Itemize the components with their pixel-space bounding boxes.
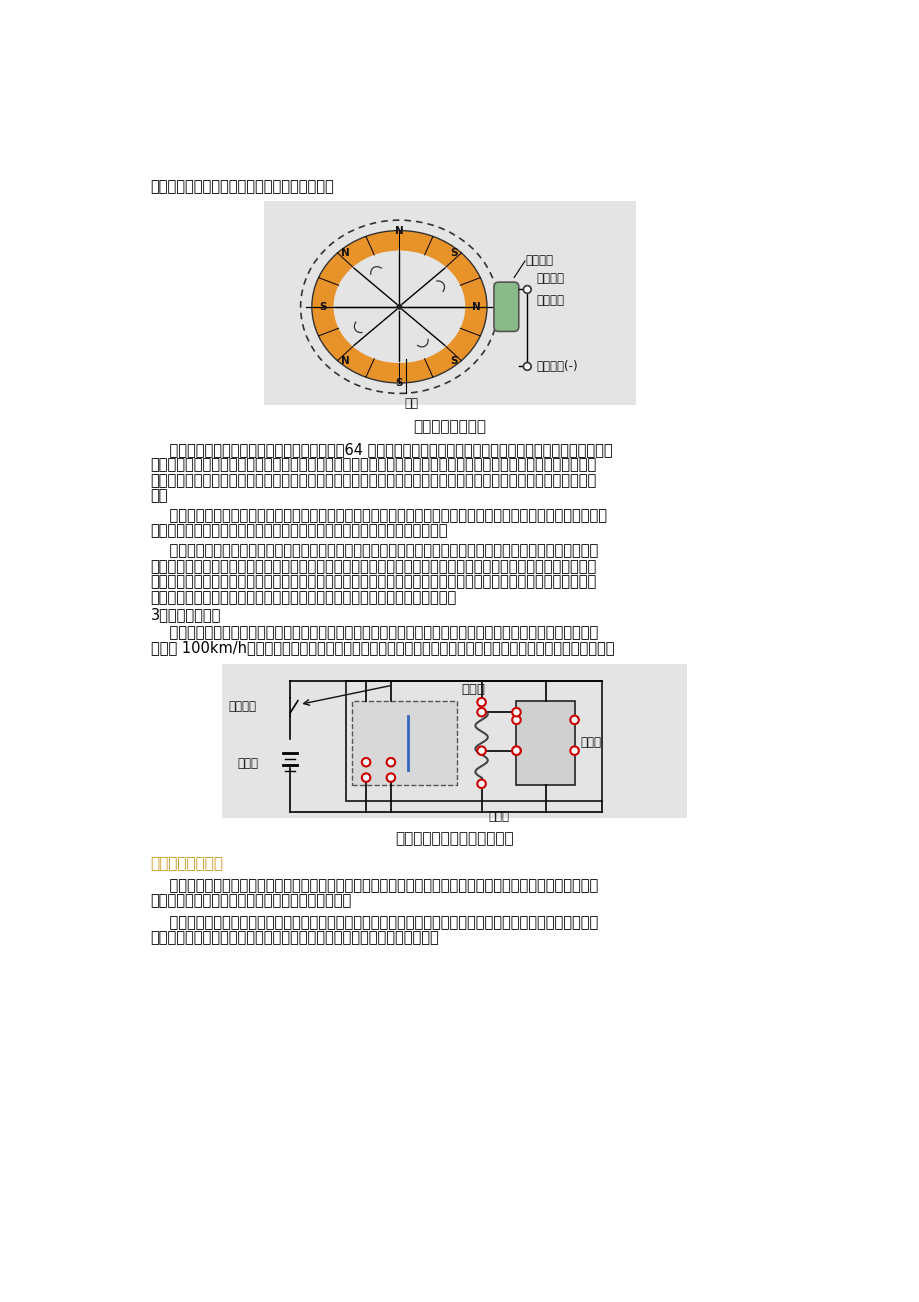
Text: 点火开关: 点火开关	[228, 700, 255, 713]
Text: 发动机转速表有机械式和电子式两种。机械式转速表的结构和工作原理与上述磁感应式车速表基本相同。电子式: 发动机转速表有机械式和电子式两种。机械式转速表的结构和工作原理与上述磁感应式车速…	[151, 915, 597, 930]
Text: 发动机转速表可以直观地指示发动机的转速，是发动机工况信息的指示装置，便于驾驶员选择发动机的最佳速度: 发动机转速表可以直观地指示发动机的转速，是发动机工况信息的指示装置，便于驾驶员选…	[151, 878, 597, 893]
FancyBboxPatch shape	[494, 283, 518, 332]
Text: （例如 100km/h）时车速表内的速度开关接通蜂鸣器的电路，蜂鸣器发出声响提醒驾驶员，车速已超过限定值。: （例如 100km/h）时车速表内的速度开关接通蜂鸣器的电路，蜂鸣器发出声响提醒…	[151, 641, 614, 656]
Circle shape	[361, 773, 370, 783]
Text: 转速表由于结构简单、指示准确、安装方便等优点在现代车辆中应用广泛。: 转速表由于结构简单、指示准确、安装方便等优点在现代车辆中应用广泛。	[151, 930, 439, 945]
Circle shape	[523, 285, 530, 293]
Circle shape	[477, 780, 485, 788]
Text: 还将脉冲信号经分频和功率放大，转变为一定频率的脉冲信号，以驱动里程表步进电机的轴转动，记录汽车的行驶里: 还将脉冲信号经分频和功率放大，转变为一定频率的脉冲信号，以驱动里程表步进电机的轴…	[151, 473, 596, 488]
Circle shape	[523, 362, 530, 370]
Circle shape	[477, 698, 485, 707]
Text: 继电器: 继电器	[488, 810, 509, 823]
Text: S: S	[395, 378, 403, 388]
Text: 程。: 程。	[151, 488, 168, 503]
Bar	[516, 700, 574, 785]
Text: 车速表以一个磁电式电流表作为指示表。汽车以不同的车速运行时，信号处理电路将车速传感器输入的脉冲信号，: 车速表以一个磁电式电流表作为指示表。汽车以不同的车速运行时，信号处理电路将车速传…	[151, 508, 606, 523]
Circle shape	[361, 758, 370, 767]
Bar	[221, 664, 686, 818]
Circle shape	[396, 303, 403, 310]
Text: 转变为与车速成比例的电流信号，使电流表的指针偏转，指示出相应的车速。: 转变为与车速成比例的电流信号，使电流表的指针偏转，指示出相应的车速。	[151, 523, 448, 539]
Text: N: N	[340, 247, 349, 258]
Text: 二、发动机转速表: 二、发动机转速表	[151, 857, 223, 871]
Text: 信号处理电路由单稳态触发电路、恒流电路、64 分频电路、功率放大电路以及电源稳压等电子电路组成。汽车运: 信号处理电路由单稳态触发电路、恒流电路、64 分频电路、功率放大电路以及电源稳压…	[151, 441, 612, 457]
Circle shape	[570, 746, 578, 755]
Bar	[352, 700, 456, 785]
Text: 里程表由步进式电动机、六位十进制计数器及内传动齿轮等组成。汽车运行时车速传感器输出的脉冲信号，经信: 里程表由步进式电动机、六位十进制计数器及内传动齿轮等组成。汽车运行时车速传感器输…	[151, 543, 597, 559]
Text: 范围，把握好换档时机，以及充分利用经济车速等。: 范围，把握好换档时机，以及充分利用经济车速等。	[151, 893, 352, 907]
Text: 转变为角位移信号，使电动机轴转动，驱动里程表十进制计数器的六个计数轮依次转动，记录汽车行驶的总里程和单: 转变为角位移信号，使电动机轴转动，驱动里程表十进制计数器的六个计数轮依次转动，记…	[151, 574, 596, 590]
Text: S: S	[449, 247, 457, 258]
Text: 车速报警装置电路原理示意图: 车速报警装置电路原理示意图	[394, 832, 513, 846]
Text: N: N	[471, 302, 480, 311]
Text: S: S	[319, 302, 326, 311]
Bar	[264, 201, 635, 405]
Circle shape	[512, 708, 520, 716]
Circle shape	[512, 746, 520, 755]
Text: 车速里程表传感器: 车速里程表传感器	[413, 419, 486, 434]
Text: 行时，它将车速传感器输入的脉冲信号，整形和处理转变为电流信号，并加以放大，以驱动车速表指示车速；同时它: 行时，它将车速传感器输入的脉冲信号，整形和处理转变为电流信号，并加以放大，以驱动…	[151, 457, 596, 473]
Circle shape	[386, 773, 395, 783]
Text: 接蓄电池(-): 接蓄电池(-)	[536, 359, 578, 372]
Text: 为了保证行车安全，一些车型的车速表电路中装有速度音响报警装置。当汽车行驶速度达到或超过某一限定车速: 为了保证行车安全，一些车型的车速表电路中装有速度音响报警装置。当汽车行驶速度达到…	[151, 625, 597, 641]
Ellipse shape	[334, 250, 465, 363]
Text: 转子: 转子	[403, 397, 417, 410]
Text: 程行驶里程。当需要消除短程里程时，只需按一次复位杆，短里程表就会归零。: 程行驶里程。当需要消除短程里程时，只需按一次复位杆，短里程表就会归零。	[151, 590, 457, 604]
Circle shape	[386, 758, 395, 767]
Circle shape	[512, 716, 520, 724]
Text: 3．车速报警装置: 3．车速报警装置	[151, 607, 221, 621]
Circle shape	[512, 746, 520, 755]
Text: 蓄电池: 蓄电池	[237, 758, 258, 771]
Circle shape	[477, 746, 485, 755]
Circle shape	[570, 716, 578, 724]
Circle shape	[477, 708, 485, 716]
Text: 速里程表: 速里程表	[536, 294, 564, 307]
Text: S: S	[449, 355, 457, 366]
Text: 车速表: 车速表	[461, 684, 485, 697]
Text: N: N	[394, 225, 403, 236]
Text: 号处理电路分频和功率放大，转变为一定频率的脉冲信号，作用于步进电动机的电磁线圈。步进电机将这一脉冲信号: 号处理电路分频和功率放大，转变为一定频率的脉冲信号，作用于步进电动机的电磁线圈。…	[151, 559, 596, 574]
Bar	[346, 681, 601, 801]
Text: N: N	[340, 355, 349, 366]
Text: 蜂鸣器: 蜂鸣器	[580, 737, 601, 750]
Text: 舌簧开关: 舌簧开关	[525, 254, 552, 267]
Ellipse shape	[312, 230, 486, 383]
Text: 接电子车: 接电子车	[536, 272, 564, 285]
Text: 由具有一对或几对触点的舌簧开关和转子组成。: 由具有一对或几对触点的舌簧开关和转子组成。	[151, 180, 334, 194]
